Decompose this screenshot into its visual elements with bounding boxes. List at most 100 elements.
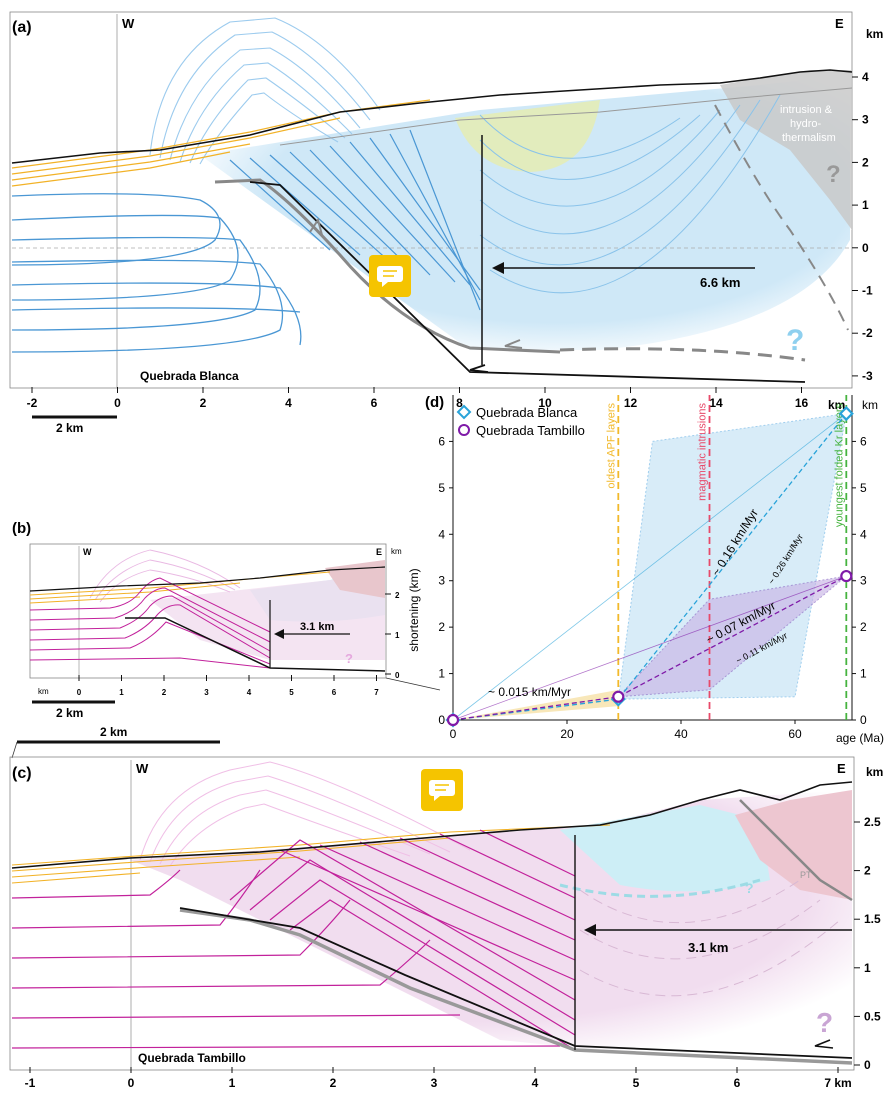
axis-tick-label: -3: [862, 369, 873, 383]
panel-b-question: ?: [345, 651, 353, 666]
panel-b-scale-label-small: 2 km: [56, 706, 83, 720]
site-label: Quebrada Blanca: [140, 369, 239, 383]
axis-tick-label: 1: [864, 961, 871, 975]
axis-tick-label: 4: [285, 396, 292, 410]
panel-c-topography: [11, 781, 853, 869]
axis-tick-label: 2: [864, 864, 871, 878]
panel-c-fold-limbs: [229, 829, 576, 1051]
y-tick-label-right: 1: [860, 667, 867, 681]
series-line: [452, 575, 847, 721]
x-axis-label: age (Ma): [836, 731, 884, 745]
axis-tick-label: 1: [395, 631, 400, 640]
panel-c-east: E: [837, 761, 846, 776]
y-tick-label-right: 3: [860, 574, 867, 588]
slip-arrow: [469, 364, 489, 373]
axis-tick-label: -1: [25, 1076, 36, 1090]
axis-tick-label: 4: [247, 688, 252, 697]
panel-b-eroded-folds: [89, 549, 241, 603]
bottom-unit: km: [828, 398, 845, 412]
intrusion-label-1: intrusion &: [780, 104, 833, 116]
right-axis-ticks: 4 3 2 1 0 -1 -2 -3: [852, 70, 873, 383]
axis-tick-label: 2: [395, 591, 400, 600]
unconformity-line: [279, 87, 853, 146]
data-point: [446, 713, 460, 727]
rate-label: ~ 0.015 km/Myr: [488, 685, 571, 699]
shortening-label: 6.6 km: [700, 275, 740, 290]
zoom-connector: [385, 677, 441, 691]
panel-c-unit: km: [866, 765, 883, 779]
panel-c-pt-label: PT: [800, 870, 812, 880]
panel-b: 3.1 km ? (b) W E km 2 1 0 0 1 2 3 4 5 6 7 km 2 km…: [11, 520, 441, 759]
panel-c-frame: [9, 756, 855, 1071]
axis-tick-label: 16: [795, 396, 809, 410]
legend-label: Quebrada Blanca: [476, 405, 578, 420]
y-tick-label: 6: [438, 434, 445, 448]
intrusion-label-2: hydro-: [790, 118, 822, 130]
y-axis-label: shortening (km): [407, 568, 421, 651]
x-tick-label: 0: [450, 727, 457, 741]
axis-tick-label: 8: [456, 396, 463, 410]
panel-b-fault: [125, 617, 386, 672]
legend-marker: [458, 424, 470, 436]
zoom-connector: [11, 741, 18, 759]
axis-tick-label: 0: [114, 396, 121, 410]
west-label: W: [122, 16, 135, 31]
y-tick-label-right: 5: [860, 481, 867, 495]
axis-tick-label: 7: [374, 688, 379, 697]
axis-tick-label: 4: [532, 1076, 539, 1090]
panel-c-slip-arrow: [814, 1039, 834, 1049]
x-tick-label: 60: [788, 727, 802, 741]
panel-c-bottom-ticks: -1 0 1 2 3 4 5 6 7 km: [25, 1067, 852, 1090]
axis-tick-label: 5: [633, 1076, 640, 1090]
panel-c-east-fault: [739, 799, 853, 902]
blue-dipping-strata: [229, 129, 481, 311]
axis-tick-label: 10: [538, 396, 552, 410]
fault-grey: [214, 178, 561, 354]
legend-label: Quebrada Tambillo: [476, 423, 585, 438]
panel-b-pink: [150, 580, 385, 660]
axis-tick-label: 2: [862, 155, 869, 169]
axis-tick-label: 0: [864, 1058, 871, 1072]
axis-tick-label: 2: [330, 1076, 337, 1090]
panel-b-shortening: 3.1 km: [300, 621, 334, 633]
panel-c-fault: [179, 907, 853, 1059]
axis-tick-label: 5: [289, 688, 294, 697]
panel-c-west: W: [136, 761, 149, 776]
y-tick-label: 0: [438, 713, 445, 727]
comment-icon[interactable]: [421, 769, 463, 811]
panel-d-letter: (d): [425, 394, 444, 411]
y-unit-label: km: [862, 398, 878, 412]
panel-c-small-question: ?: [745, 880, 754, 896]
panel-c-site: Quebrada Tambillo: [138, 1051, 246, 1065]
data-point: [612, 690, 625, 703]
x-tick-label: 40: [674, 727, 688, 741]
comment-icon[interactable]: [369, 255, 411, 297]
axis-tick-label: 3: [862, 113, 869, 127]
panel-a-letter: (a): [12, 19, 32, 36]
series-trend: [452, 575, 847, 721]
axis-tick-label: 7 km: [824, 1076, 851, 1090]
topography-line: [11, 69, 853, 164]
y-tick-label-right: 0: [860, 713, 867, 727]
panel-b-right-ticks: 2 1 0: [385, 591, 400, 680]
axis-tick-label: 3: [431, 1076, 438, 1090]
axis-tick-label: -2: [27, 396, 38, 410]
panel-b-letter: (b): [12, 520, 31, 537]
panel-b-east: E: [376, 547, 382, 557]
bottom-axis-ticks: -2 0 2 4 6 8 10 12 14 16: [27, 387, 809, 410]
series-trend: [452, 413, 847, 721]
axis-tick-label: 0.5: [864, 1009, 881, 1023]
axis-tick-label: -1: [862, 284, 873, 298]
axis-tick-label: 1: [229, 1076, 236, 1090]
axis-tick-label: 6: [734, 1076, 741, 1090]
y-tick-label: 2: [438, 620, 445, 634]
panel-c-strata: [11, 869, 561, 1049]
vertical-line-label: youngest folded Kr layers: [833, 403, 845, 528]
axis-tick-label: 1: [862, 198, 869, 212]
panel-c-question: ?: [816, 1007, 833, 1038]
data-point: [840, 569, 853, 583]
scale-bar-label: 2 km: [56, 421, 83, 435]
y-tick-label-right: 6: [860, 434, 867, 448]
